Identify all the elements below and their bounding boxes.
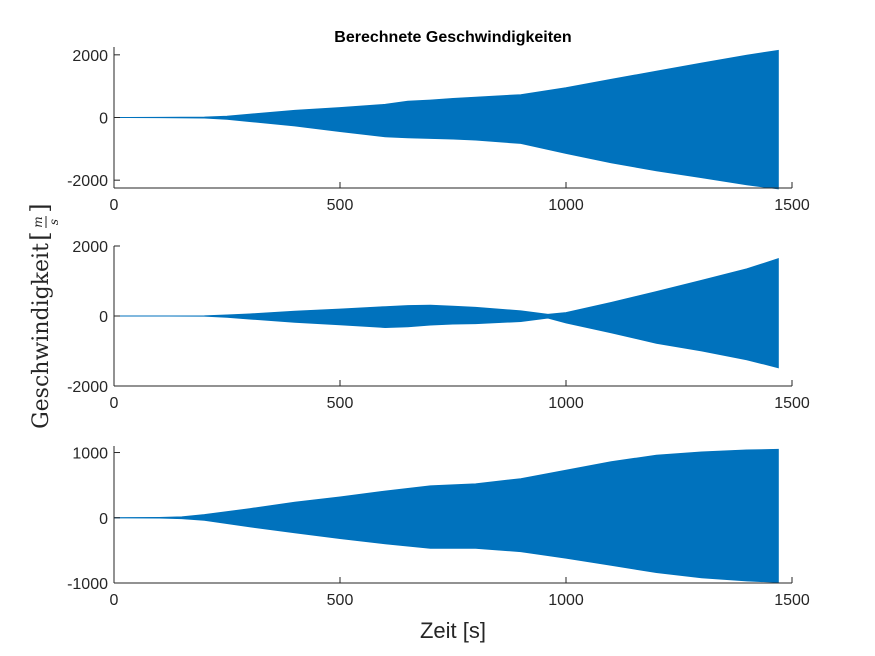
- series-envelope-3: [113, 448, 779, 583]
- y-axis-label-group: Geschwindigkeit [ m s ]: [26, 203, 61, 429]
- chart-title: Berechnete Geschwindigkeiten: [334, 29, 571, 46]
- y-tick-label-1-0: 0: [99, 111, 108, 128]
- x-tick-label-3-500: 500: [327, 592, 354, 609]
- y-tick-label-2-2000: 2000: [72, 239, 108, 256]
- x-axis-label: Zeit [s]: [420, 618, 486, 643]
- x-tick-label-2-0: 0: [110, 395, 119, 412]
- x-tick-label-3-1500: 1500: [774, 592, 810, 609]
- y-unit-bracket-right: ]: [26, 203, 54, 212]
- x-tick-label-2-1000: 1000: [548, 395, 584, 412]
- y-unit-numerator: m: [31, 216, 45, 227]
- y-tick-label-1--2000: -2000: [67, 173, 108, 190]
- y-unit-denominator: s: [47, 219, 61, 225]
- series-envelope-2: [113, 258, 779, 369]
- y-axis-label: Geschwindigkeit: [29, 243, 54, 429]
- y-tick-label-2--2000: -2000: [67, 379, 108, 396]
- x-tick-label-3-0: 0: [110, 592, 119, 609]
- y-unit-bracket-left: [: [26, 231, 54, 240]
- series-envelope-1: [113, 49, 779, 190]
- x-tick-label-2-1500: 1500: [774, 395, 810, 412]
- y-tick-label-2-0: 0: [99, 309, 108, 326]
- y-tick-label-3-0: 0: [99, 511, 108, 528]
- x-tick-label-1-500: 500: [327, 197, 354, 214]
- x-tick-label-1-1500: 1500: [774, 197, 810, 214]
- x-tick-label-3-1000: 1000: [548, 592, 584, 609]
- x-tick-label-2-500: 500: [327, 395, 354, 412]
- y-tick-label-1-2000: 2000: [72, 48, 108, 65]
- y-tick-label-3--1000: -1000: [67, 576, 108, 593]
- x-tick-label-1-1000: 1000: [548, 197, 584, 214]
- x-tick-label-1-0: 0: [110, 197, 119, 214]
- y-tick-label-3-1000: 1000: [72, 446, 108, 463]
